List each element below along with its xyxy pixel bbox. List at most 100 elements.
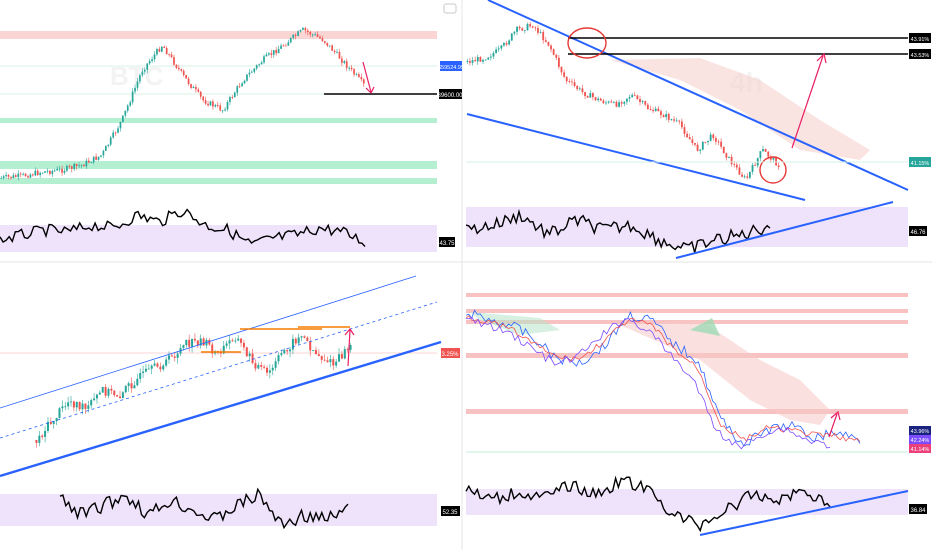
candle-body xyxy=(44,430,47,437)
candle-body xyxy=(484,59,487,61)
candle-body xyxy=(717,141,720,143)
candle-body xyxy=(489,56,492,58)
candle-body xyxy=(654,108,657,112)
panel-menu-icon[interactable] xyxy=(443,3,457,14)
candle-body xyxy=(207,103,209,106)
resistance-zone xyxy=(0,31,437,39)
candle-body xyxy=(131,91,134,103)
candle-body xyxy=(68,165,71,167)
candle-body xyxy=(326,42,329,46)
candle-body xyxy=(165,359,168,366)
svg-text:36.84: 36.84 xyxy=(910,508,926,514)
candle-body xyxy=(129,102,132,106)
oscillator-top-right xyxy=(465,208,771,253)
candle-body xyxy=(199,338,202,346)
candle-body xyxy=(662,115,665,118)
candle-body xyxy=(304,27,307,31)
candle-body xyxy=(772,157,775,160)
candle-body xyxy=(620,102,623,104)
candle-body xyxy=(139,372,142,379)
candle-body xyxy=(346,349,349,350)
candle-body xyxy=(323,359,326,361)
candle-body xyxy=(258,64,261,66)
candle-body xyxy=(623,101,626,104)
up-arrow-head xyxy=(344,327,355,336)
candle-body xyxy=(85,160,88,167)
candle-body xyxy=(343,349,346,359)
candle-body xyxy=(312,350,315,351)
candle-body xyxy=(46,170,49,172)
candle-body xyxy=(563,72,566,77)
candle-body xyxy=(167,355,171,360)
candle-body xyxy=(680,121,683,128)
candle-body xyxy=(237,338,240,341)
candle-body xyxy=(122,115,124,122)
candle-body xyxy=(589,93,592,98)
candle-body xyxy=(87,405,90,409)
candle-body xyxy=(340,354,343,359)
candle-body xyxy=(670,119,673,121)
candle-body xyxy=(243,80,246,84)
candle-body xyxy=(12,175,15,178)
candle-body xyxy=(170,54,173,58)
candle-body xyxy=(90,400,93,406)
candle-body xyxy=(646,104,649,110)
candle-body xyxy=(133,385,136,389)
candle-body xyxy=(14,175,17,177)
candle-body xyxy=(196,340,199,346)
candle-body xyxy=(688,137,691,140)
candle-body xyxy=(474,60,477,62)
candle-body xyxy=(182,345,185,348)
candle-body xyxy=(280,45,282,49)
candle-body xyxy=(104,386,107,396)
candle-body xyxy=(195,86,197,90)
candle-body xyxy=(360,76,363,80)
candle-body xyxy=(306,30,309,32)
candle-body xyxy=(153,54,156,60)
candle-body xyxy=(224,109,226,111)
candles-top-left xyxy=(0,26,365,181)
candle-body xyxy=(741,174,743,177)
candle-body xyxy=(159,366,162,370)
candle-body xyxy=(110,388,113,391)
candle-body xyxy=(151,59,153,62)
candle-body xyxy=(160,46,163,52)
candle-body xyxy=(636,95,639,100)
candle-body xyxy=(158,49,161,52)
candle-body xyxy=(280,353,283,356)
candle-body xyxy=(594,97,597,101)
candle-body xyxy=(576,85,579,90)
candle-body xyxy=(730,156,733,165)
candle-body xyxy=(93,398,96,401)
candle-body xyxy=(245,347,248,357)
up-arrow xyxy=(828,413,838,438)
candle-body xyxy=(187,78,190,84)
candle-body xyxy=(277,48,280,54)
up-arrow-head xyxy=(830,410,841,421)
resistance-zone xyxy=(466,409,908,414)
candle-body xyxy=(156,49,158,55)
candle-body xyxy=(124,385,127,393)
candle-body xyxy=(299,29,302,32)
candle-body xyxy=(2,176,5,178)
candle-body xyxy=(229,97,231,102)
candle-body xyxy=(277,355,280,362)
oscillator-trendline xyxy=(675,201,894,259)
candle-body xyxy=(751,164,754,172)
oscillator-bottom-left xyxy=(59,487,349,530)
candle-body xyxy=(767,151,770,157)
oscillator-line xyxy=(465,309,861,447)
oscillator-bottom-right xyxy=(465,475,831,533)
candle-body xyxy=(615,101,618,107)
candle-body xyxy=(707,140,709,143)
candle-body xyxy=(714,138,717,142)
candle-body xyxy=(260,364,263,367)
candle-body xyxy=(274,361,277,368)
candle-body xyxy=(675,120,678,122)
candle-body xyxy=(521,28,524,31)
candle-body xyxy=(314,350,317,355)
oscillator-tag: 46.76 xyxy=(909,226,927,236)
candle-body xyxy=(349,345,352,350)
candle-body xyxy=(652,110,655,112)
candle-body xyxy=(81,403,84,410)
